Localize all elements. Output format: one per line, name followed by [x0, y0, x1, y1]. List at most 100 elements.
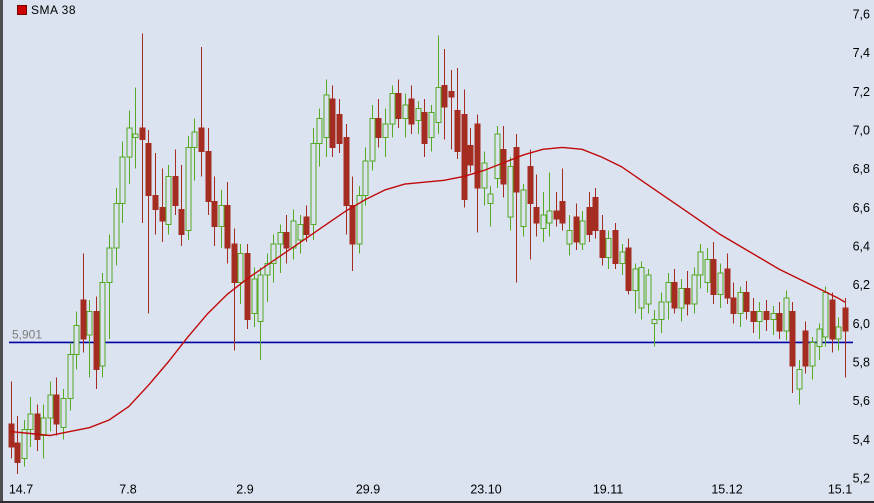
down-candle-body: [421, 112, 428, 145]
y-axis-tick-label: 6,6: [853, 201, 870, 215]
x-axis-tick-label: 2.9: [236, 483, 253, 497]
down-candle-body: [14, 442, 21, 464]
down-candle-body: [139, 127, 146, 141]
up-candle-body: [770, 313, 777, 320]
up-candle-body: [428, 112, 435, 139]
up-candle-body: [290, 220, 297, 249]
down-candle-body: [730, 297, 737, 315]
up-candle-body: [605, 237, 612, 259]
down-candle-body: [93, 311, 100, 371]
down-candle-body: [533, 206, 540, 224]
down-candle-body: [336, 114, 343, 145]
down-candle-body: [763, 311, 770, 320]
up-candle-body: [540, 214, 547, 230]
down-candle-body: [500, 148, 507, 185]
up-candle-body: [362, 160, 369, 197]
down-candle-body: [461, 114, 468, 201]
y-axis-tick-label: 7,4: [853, 46, 870, 60]
down-candle-body: [408, 98, 415, 125]
sma-line: [10, 146, 846, 437]
up-candle-body: [86, 311, 93, 336]
up-candle-body: [185, 146, 192, 232]
up-candle-body: [704, 259, 711, 284]
up-candle-body: [494, 133, 501, 179]
up-candle-body: [369, 117, 376, 162]
down-candle-body: [710, 259, 717, 295]
down-candle-body: [375, 117, 382, 139]
down-candle-body: [244, 253, 251, 320]
down-candle-body: [586, 206, 593, 235]
sma-legend-label: SMA 38: [31, 3, 77, 17]
up-candle-body: [382, 123, 389, 139]
up-candle-body: [27, 413, 34, 431]
up-candle-body: [119, 156, 126, 204]
down-candle-body: [441, 85, 448, 108]
up-candle-body: [546, 210, 553, 224]
down-candle-body: [343, 137, 350, 206]
down-candle-body: [205, 150, 212, 203]
up-candle-body: [60, 398, 67, 429]
up-candle-body: [678, 288, 685, 309]
up-candle-body: [402, 104, 409, 119]
down-candle-body: [53, 394, 60, 425]
down-candle-body: [159, 206, 166, 222]
down-candle-body: [145, 143, 152, 197]
down-candle-body: [553, 210, 560, 220]
up-candle-body: [191, 131, 198, 148]
x-axis-tick-label: 14.7: [9, 483, 33, 497]
y-axis-tick-label: 7,6: [853, 8, 870, 22]
y-axis-tick-label: 7,2: [853, 85, 870, 99]
up-candle-body: [520, 189, 527, 228]
up-candle-body: [47, 394, 54, 419]
up-candle-body: [257, 274, 264, 322]
down-candle-body: [172, 175, 179, 206]
down-candle-body: [454, 110, 461, 152]
up-candle-body: [665, 282, 672, 303]
candles-group: [8, 33, 849, 475]
down-candle-body: [573, 216, 580, 243]
up-candle-body: [165, 175, 172, 226]
down-candle-body: [303, 216, 310, 235]
up-candle-body: [126, 127, 133, 158]
up-candle-body: [415, 108, 422, 121]
down-candle-body: [231, 243, 238, 284]
down-candle-body: [802, 330, 809, 367]
up-candle-body: [277, 231, 284, 245]
down-candle-body: [599, 230, 606, 259]
x-axis-tick-label: 7.8: [119, 483, 136, 497]
up-candle-body: [566, 230, 573, 245]
x-axis-tick-label: 15.12: [711, 483, 742, 497]
down-candle-body: [211, 201, 218, 228]
y-axis-tick-label: 7,0: [853, 124, 870, 138]
x-axis-tick-label: 23.10: [470, 483, 501, 497]
down-candle-body: [559, 201, 566, 224]
down-candle-body: [178, 208, 185, 235]
up-candle-body: [507, 166, 514, 218]
x-axis-tick-label: 29.9: [356, 483, 380, 497]
down-candle-body: [349, 204, 356, 245]
up-candle-body: [106, 247, 113, 284]
down-candle-body: [34, 413, 41, 440]
up-candle-body: [99, 282, 106, 367]
down-candle-body: [625, 247, 632, 291]
x-axis-tick-label: 19.11: [593, 483, 623, 497]
up-candle-body: [67, 353, 74, 400]
down-candle-body: [842, 307, 849, 332]
down-candle-body: [474, 123, 481, 189]
up-candle-body: [316, 117, 323, 145]
down-candle-body: [612, 230, 619, 264]
down-candle-body: [80, 299, 87, 340]
window-left-border: [0, 0, 3, 503]
up-candle-body: [487, 193, 494, 204]
y-axis-tick-label: 5,6: [853, 394, 870, 408]
down-candle-body: [448, 90, 455, 98]
down-candle-body: [329, 98, 336, 148]
y-axis-tick-label: 5,8: [853, 356, 870, 370]
down-candle-body: [152, 195, 159, 210]
up-candle-body: [323, 94, 330, 139]
down-candle-body: [395, 92, 402, 119]
down-candle-body: [671, 282, 678, 309]
down-candle-body: [750, 311, 757, 322]
